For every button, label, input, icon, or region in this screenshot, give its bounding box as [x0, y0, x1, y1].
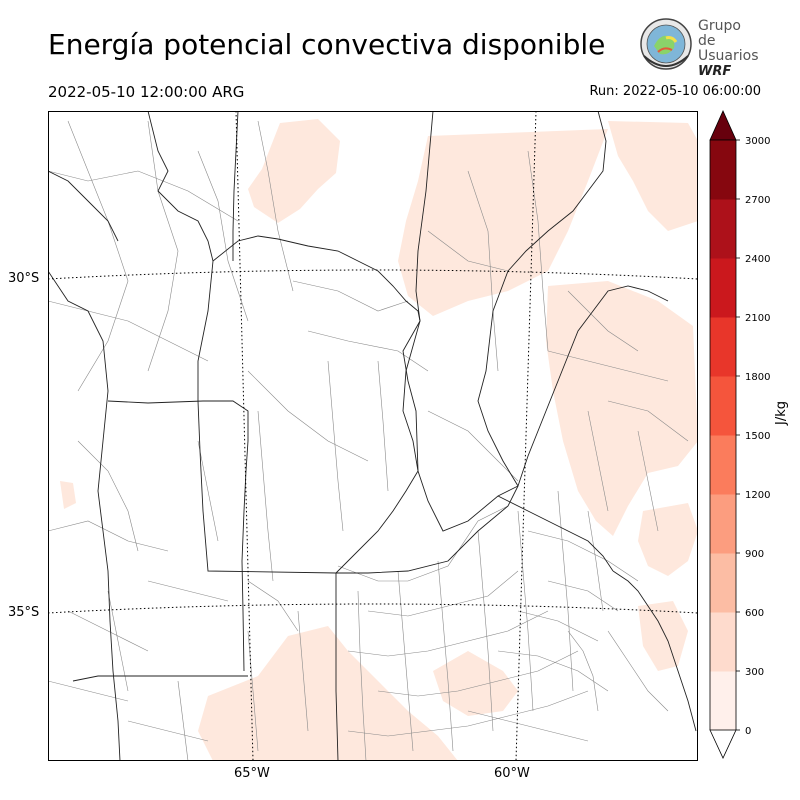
colorbar-segment [710, 671, 736, 731]
colorbar-extend-min [709, 729, 737, 759]
parallel-30s [48, 269, 698, 280]
cape-area-east-coast [638, 503, 698, 576]
colorbar-extend-max [709, 110, 737, 141]
cape-area-north-center [248, 119, 340, 223]
colorbar-tick-label: 1800 [745, 372, 770, 383]
colorbar-segment [710, 435, 736, 495]
catamarca-border [232, 111, 239, 261]
province-boundaries [48, 111, 697, 761]
colorbar-segment [710, 553, 736, 613]
logo-line1: Grupo de [698, 18, 741, 49]
meridian-65w [235, 111, 254, 761]
cape-map [48, 111, 698, 761]
lon-label-65w: 65°W [234, 766, 270, 781]
colorbar-segment [710, 140, 736, 200]
colorbar-segment [710, 258, 736, 318]
colorbar: 0 300 600 900 1200 1500 1800 2100 2400 2700 3000 [709, 110, 770, 759]
parallel-35s [48, 603, 698, 614]
graticule [48, 111, 698, 761]
colorbar-tick-label: 1500 [745, 431, 770, 442]
coast-line [612, 570, 697, 732]
colorbar-tick-label: 0 [745, 726, 751, 737]
colorbar-unit-label: J/kg [774, 401, 789, 425]
cape-area-south-mid [433, 651, 518, 716]
cape-field [60, 119, 698, 761]
colorbar-tick-label: 3000 [745, 136, 770, 147]
colorbar-tick-label: 2400 [745, 254, 770, 265]
lat-label-35s: 35°S [8, 605, 40, 620]
lat-label-30s: 30°S [8, 271, 40, 286]
colorbar-segment [710, 317, 736, 377]
colorbar-segment [710, 376, 736, 436]
cape-area-north-block [398, 129, 608, 316]
colorbar-segment [710, 494, 736, 554]
colorbar-tick-label: 600 [745, 608, 764, 619]
colorbar-tick-label: 2100 [745, 313, 770, 324]
border-west-1 [48, 170, 119, 242]
colorbar-tick-label: 2700 [745, 195, 770, 206]
wrf-globe-icon [640, 18, 692, 70]
valid-time: 2022-05-10 12:00:00 ARG [48, 83, 245, 101]
colorbar-tick-label: 300 [745, 667, 764, 678]
buenos-aires-border [335, 573, 339, 761]
entre-rios-border [517, 285, 669, 487]
cape-area-southwest [198, 626, 458, 761]
meridian-60w [515, 111, 537, 761]
lon-label-60w: 60°W [494, 766, 530, 781]
cape-area-southeast [638, 601, 688, 671]
cape-area-west-blob [60, 481, 76, 509]
colorbar-tick-label: 1200 [745, 490, 770, 501]
buenos-aires-partidos [337, 490, 669, 761]
logo: Grupo de Usuarios WRF [638, 16, 759, 79]
logo-line3: WRF [698, 64, 732, 79]
cape-area-northeast [608, 121, 698, 231]
andes-border [48, 270, 121, 761]
map-title: Energía potencial convectiva disponible [48, 28, 606, 61]
colorbar-segment [710, 612, 736, 672]
run-time: Run: 2022-05-10 06:00:00 [589, 84, 761, 99]
cordoba-border [197, 320, 421, 574]
colorbar-tick-label: 900 [745, 549, 764, 560]
logo-line2: Usuarios [698, 48, 759, 64]
cape-area-east [546, 281, 698, 536]
colorbar-segment [710, 199, 736, 259]
